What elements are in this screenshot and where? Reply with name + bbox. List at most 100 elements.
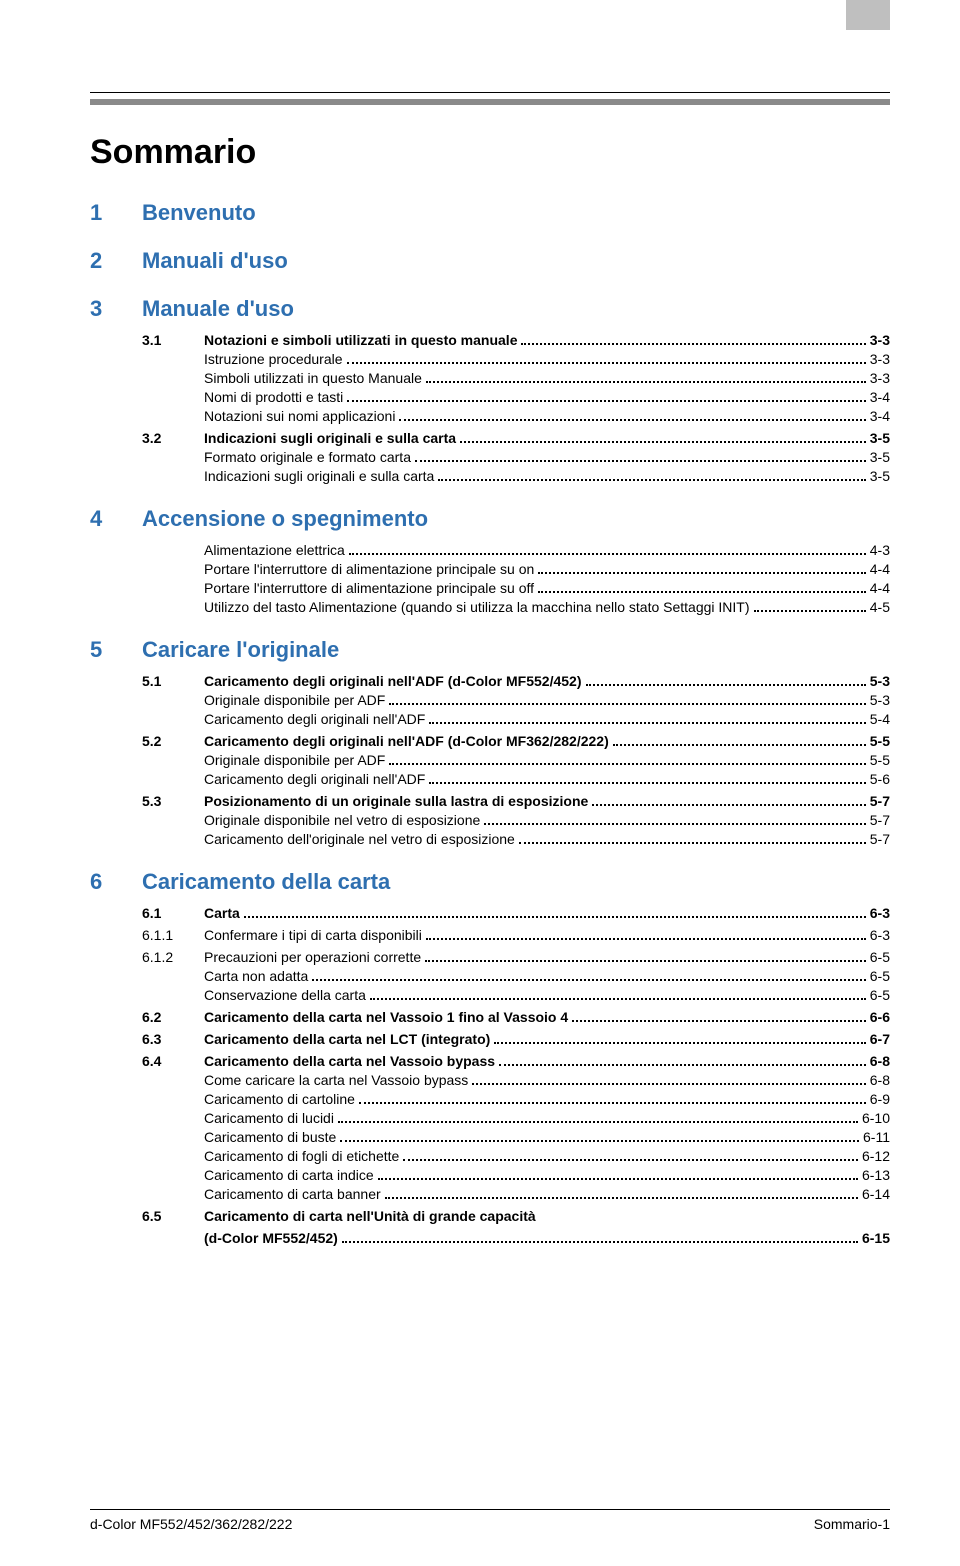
subsection-title: Nomi di prodotti e tasti: [204, 389, 343, 405]
toc-subsection: Alimentazione elettrica4-3: [90, 542, 890, 558]
chapter-title: Benvenuto: [142, 200, 256, 226]
chapter-number: 1: [90, 200, 118, 226]
toc-subsection: Portare l'interruttore di alimentazione …: [90, 580, 890, 596]
leader-dots: [613, 744, 866, 746]
toc-subsection: Caricamento di carta indice6-13: [90, 1167, 890, 1183]
subsection-page: 3-5: [870, 468, 890, 484]
subsection-title: Istruzione procedurale: [204, 351, 343, 367]
section-title: Caricamento della carta nel Vassoio 1 fi…: [204, 1009, 568, 1025]
chapter-number: 2: [90, 248, 118, 274]
toc-subsection: Nomi di prodotti e tasti 3-4: [90, 389, 890, 405]
subsection-page: 5-5: [870, 752, 890, 768]
subsection-page: 6-5: [870, 987, 890, 1003]
subsection-title: Come caricare la carta nel Vassoio bypas…: [204, 1072, 468, 1088]
section-page: 6-3: [870, 927, 890, 943]
leader-dots: [460, 441, 866, 443]
toc-subsection: Caricamento di buste6-11: [90, 1129, 890, 1145]
toc-subsection: Caricamento di fogli di etichette6-12: [90, 1148, 890, 1164]
toc-section: 6.5Caricamento di carta nell'Unità di gr…: [90, 1208, 890, 1224]
subsection-title: Caricamento di lucidi: [204, 1110, 334, 1126]
subsection-title: Caricamento degli originali nell'ADF: [204, 711, 425, 727]
chapter-heading: 4Accensione o spegnimento: [90, 506, 890, 532]
toc-subsection: Caricamento degli originali nell'ADF5-4: [90, 711, 890, 727]
section-title: Precauzioni per operazioni corrette: [204, 949, 421, 965]
leader-dots: [349, 553, 866, 555]
toc-subsection: Originale disponibile per ADF 5-5: [90, 752, 890, 768]
subsection-page: 6-11: [863, 1129, 890, 1145]
section-page: 6-5: [870, 949, 890, 965]
leader-dots: [415, 460, 866, 462]
subsection-page: 4-4: [870, 580, 890, 596]
toc-section: 5.2Caricamento degli originali nell'ADF …: [90, 733, 890, 749]
subsection-title: Originale disponibile per ADF: [204, 752, 385, 768]
section-number: 6.3: [142, 1031, 204, 1047]
section-page: 6-8: [870, 1053, 890, 1069]
section-title: Caricamento di carta nell'Unità di grand…: [204, 1208, 536, 1224]
leader-dots: [347, 400, 865, 402]
leader-dots: [338, 1121, 858, 1123]
section-title: (d-Color MF552/452): [204, 1230, 338, 1246]
leader-dots: [426, 381, 866, 383]
section-title: Carta: [204, 905, 240, 921]
leader-dots: [370, 998, 866, 1000]
subsection-title: Caricamento degli originali nell'ADF: [204, 771, 425, 787]
subsection-title: Portare l'interruttore di alimentazione …: [204, 561, 534, 577]
chapter: 3Manuale d'uso3.1Notazioni e simboli uti…: [90, 296, 890, 484]
toc-section: 5.3Posizionamento di un originale sulla …: [90, 793, 890, 809]
section-title: Caricamento della carta nel LCT (integra…: [204, 1031, 490, 1047]
subsection-title: Indicazioni sugli originali e sulla cart…: [204, 468, 434, 484]
toc-subsection: Caricamento di carta banner6-14: [90, 1186, 890, 1202]
chapter-number: 4: [90, 506, 118, 532]
leader-dots: [399, 419, 865, 421]
section-page: 6-7: [870, 1031, 890, 1047]
section-number: 6.2: [142, 1009, 204, 1025]
chapter-title: Caricare l'originale: [142, 637, 339, 663]
chapter-heading: 2Manuali d'uso: [90, 248, 890, 274]
chapter-number: 3: [90, 296, 118, 322]
page-title: Sommario: [90, 133, 890, 172]
subsection-title: Conservazione della carta: [204, 987, 366, 1003]
toc-section: 6.1Carta6-3: [90, 905, 890, 921]
section-page: 6-3: [870, 905, 890, 921]
leader-dots: [340, 1140, 859, 1142]
section-page: 3-5: [870, 430, 890, 446]
subsection-page: 3-3: [870, 351, 890, 367]
subsection-title: Utilizzo del tasto Alimentazione (quando…: [204, 599, 750, 615]
subsection-title: Carta non adatta: [204, 968, 308, 984]
subsection-page: 5-3: [870, 692, 890, 708]
subsection-page: 3-3: [870, 370, 890, 386]
leader-dots: [244, 916, 866, 918]
subsection-page: 5-7: [870, 812, 890, 828]
leader-dots: [378, 1178, 858, 1180]
subsection-page: 3-5: [870, 449, 890, 465]
toc-section: 3.2Indicazioni sugli originali e sulla c…: [90, 430, 890, 446]
subsection-page: 4-4: [870, 561, 890, 577]
leader-dots: [347, 362, 866, 364]
leader-dots: [312, 979, 865, 981]
section-page: 5-3: [870, 673, 890, 689]
section-number: 5.1: [142, 673, 204, 689]
section-page: 6-15: [862, 1230, 890, 1246]
chapter-heading: 1 Benvenuto: [90, 200, 890, 226]
subsection-page: 6-5: [870, 968, 890, 984]
toc-subsection: Caricamento di lucidi6-10: [90, 1110, 890, 1126]
subsection-page: 6-12: [862, 1148, 890, 1164]
toc-subsection: Indicazioni sugli originali e sulla cart…: [90, 468, 890, 484]
subsection-page: 6-9: [870, 1091, 890, 1107]
subsection-title: Caricamento di cartoline: [204, 1091, 355, 1107]
toc-section: 6.1.1Confermare i tipi di carta disponib…: [90, 927, 890, 943]
chapter-title: Manuale d'uso: [142, 296, 294, 322]
leader-dots: [425, 960, 866, 962]
leader-dots: [538, 572, 865, 574]
subsection-page: 6-13: [862, 1167, 890, 1183]
leader-dots: [429, 722, 865, 724]
toc-subsection: Originale disponibile nel vetro di espos…: [90, 812, 890, 828]
rule-thin: [90, 92, 890, 93]
section-title: Posizionamento di un originale sulla las…: [204, 793, 588, 809]
subsection-page: 3-4: [870, 389, 890, 405]
section-title: Caricamento degli originali nell'ADF (d-…: [204, 733, 609, 749]
leader-dots: [538, 591, 866, 593]
leader-dots: [572, 1020, 866, 1022]
section-number: 3.1: [142, 332, 204, 348]
leader-dots: [521, 343, 865, 345]
